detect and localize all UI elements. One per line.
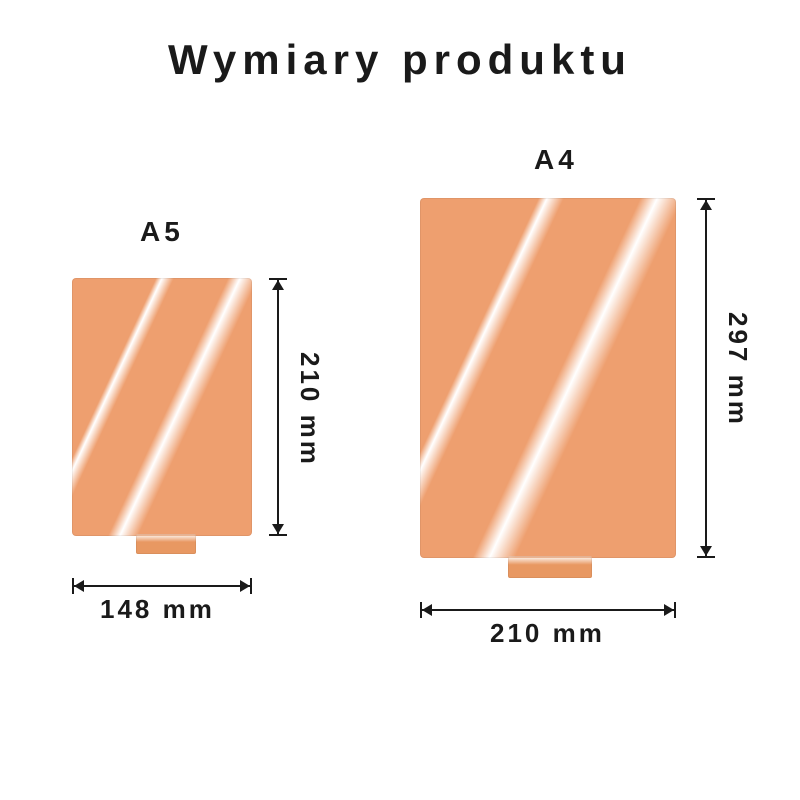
a5-width-arrow <box>72 576 252 596</box>
a5-height-label: 210 mm <box>294 352 325 467</box>
a4-panel <box>420 198 676 558</box>
a4-label: A4 <box>534 144 578 176</box>
page-title: Wymiary produktu <box>0 36 800 84</box>
a4-stand <box>508 556 592 578</box>
a5-width-label: 148 mm <box>100 594 215 625</box>
a5-panel <box>72 278 252 536</box>
a5-height-arrow <box>268 278 288 536</box>
a4-height-arrow <box>696 198 716 558</box>
a4-height-label: 297 mm <box>722 312 753 427</box>
a4-width-label: 210 mm <box>490 618 605 649</box>
a5-label: A5 <box>140 216 184 248</box>
a5-stand <box>136 534 196 554</box>
a4-width-arrow <box>420 600 676 620</box>
a5-panel-wrap <box>72 278 252 536</box>
a4-panel-wrap <box>420 198 676 558</box>
